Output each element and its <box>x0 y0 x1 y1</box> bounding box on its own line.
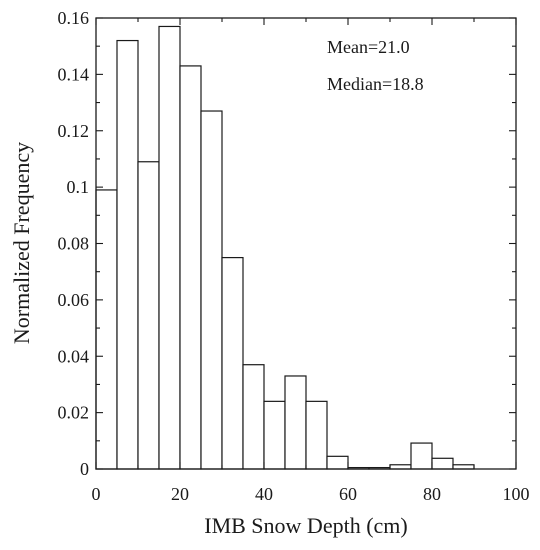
y-tick-labels: 0 0.02 0.04 0.06 0.08 0.1 0.12 0.14 0.16 <box>58 8 90 479</box>
histogram-bar <box>326 455 349 470</box>
x-axis-title: IMB Snow Depth (cm) <box>204 513 407 538</box>
histogram-bar <box>158 25 181 470</box>
mean-annotation: Mean=21.0 <box>327 37 410 57</box>
x-tick-labels: 0 20 40 60 80 100 <box>92 484 530 504</box>
y-tick-label: 0.16 <box>58 8 90 28</box>
histogram-bar <box>242 364 265 470</box>
y-tick-label: 0.02 <box>58 403 90 423</box>
median-annotation: Median=18.8 <box>327 74 424 94</box>
y-tick-label: 0.14 <box>58 64 90 84</box>
histogram-bar <box>179 65 202 470</box>
y-tick-label: 0.06 <box>58 290 90 310</box>
histogram-bar <box>137 161 160 470</box>
histogram-bar <box>116 39 139 470</box>
x-tick-label: 0 <box>92 484 101 504</box>
y-tick-label: 0.12 <box>58 121 90 141</box>
y-tick-label: 0.04 <box>58 346 90 366</box>
histogram-bar <box>95 189 118 470</box>
x-tick-label: 60 <box>339 484 357 504</box>
histogram-bar <box>200 110 223 470</box>
x-tick-label: 100 <box>503 484 530 504</box>
histogram-bar <box>263 400 286 470</box>
y-tick-label: 0.1 <box>67 177 90 197</box>
x-tick-label: 20 <box>171 484 189 504</box>
y-tick-label: 0 <box>80 459 89 479</box>
x-tick-label: 40 <box>255 484 273 504</box>
histogram-bar <box>410 442 433 470</box>
y-tick-label: 0.08 <box>58 234 90 254</box>
histogram-bar <box>431 457 454 470</box>
histogram-bars <box>95 25 475 470</box>
y-axis-title: Normalized Frequency <box>9 142 34 344</box>
plot-frame <box>95 17 517 470</box>
histogram-bar <box>221 256 244 470</box>
x-tick-label: 80 <box>423 484 441 504</box>
histogram-bar <box>284 375 307 470</box>
histogram-bar <box>305 400 328 470</box>
